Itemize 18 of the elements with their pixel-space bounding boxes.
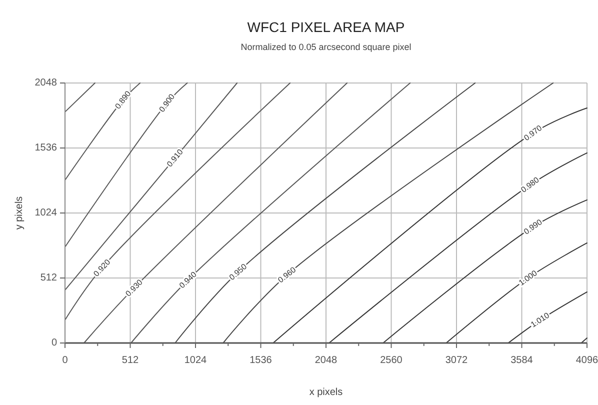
x-tick-label: 3072 xyxy=(445,355,468,366)
x-tick-label: 3584 xyxy=(510,355,534,366)
x-tick-label: 2048 xyxy=(314,355,338,366)
chart-title: WFC1 PIXEL AREA MAP xyxy=(247,19,405,35)
x-tick-label: 4096 xyxy=(576,355,598,366)
x-tick-label: 512 xyxy=(122,355,140,366)
x-tick-label: 2560 xyxy=(380,355,403,366)
y-tick-label: 1536 xyxy=(34,142,58,154)
y-tick-label: 0 xyxy=(51,338,58,348)
chart-subtitle: Normalized to 0.05 arcsecond square pixel xyxy=(240,42,412,52)
y-tick-label: 1024 xyxy=(34,208,58,218)
y-axis-title: y pixels xyxy=(14,196,25,230)
x-axis-title: x pixels xyxy=(309,387,343,398)
y-tick-label: 2048 xyxy=(34,78,58,88)
x-tick-label: 1024 xyxy=(184,355,208,366)
x-tick-label: 0 xyxy=(62,355,68,366)
x-tick-label: 1536 xyxy=(250,355,272,366)
y-tick-label: 512 xyxy=(40,272,58,284)
